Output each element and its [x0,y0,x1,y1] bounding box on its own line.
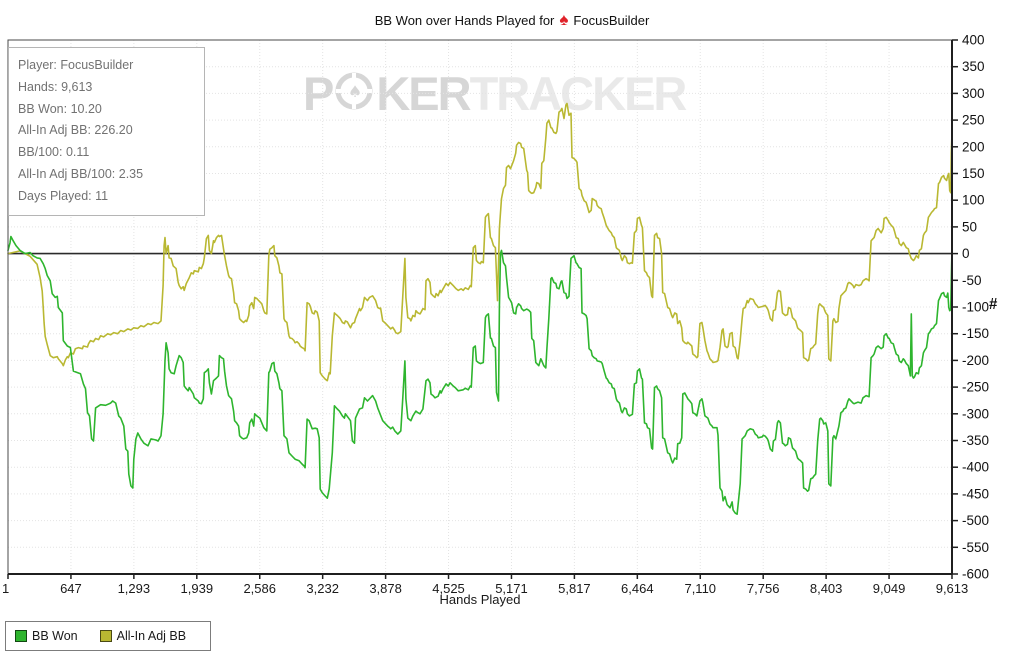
series-line-all-in-adj-bb [7,102,953,382]
y-tick-label: -550 [962,540,989,555]
legend-item: BB Won [15,629,78,643]
stats-line: All-In Adj BB/100: 2.35 [18,166,144,181]
y-tick-label: 0 [962,246,970,261]
stats-line: Days Played: 11 [18,188,109,203]
legend-item: All-In Adj BB [99,629,187,643]
x-tick-label: 9,049 [873,581,906,596]
legend: BB Won All-In Adj BB [5,621,211,651]
y-tick-label: -600 [962,567,989,582]
stats-line: Player: FocusBuilder [18,58,134,72]
chart-title-prefix: BB Won over Hands Played for [374,13,555,28]
y-tick-label: -400 [962,460,989,475]
pokerstars-spade-icon: ♠ [559,10,569,29]
x-axis-title: Hands Played [439,592,521,607]
legend-swatch-icon [99,630,112,642]
y-tick-label: 350 [962,59,985,74]
y-tick-label: 250 [962,113,985,128]
y-tick-label: 50 [962,219,977,234]
player-stats-box: Player: FocusBuilder Hands: 9,613 BB Won: … [8,47,205,216]
series-line-bb-won [7,235,953,516]
x-tick-label: 647 [60,581,82,596]
stats-line: All-In Adj BB: 226.20 [18,123,133,138]
y-tick-label: 400 [962,33,985,48]
y-tick-label: -500 [962,513,989,528]
stats-line: Hands: 9,613 [18,79,93,94]
y-tick-label: 300 [962,86,985,101]
x-tick-label: 1,939 [181,581,214,596]
x-tick-label: 4,525 [432,581,465,596]
x-tick-label: 6,464 [621,581,654,596]
x-tick-label: 2,586 [243,581,276,596]
chart-title: BB Won over Hands Played for ♠ FocusBuil… [0,10,1024,29]
x-tick-label: 9,613 [936,581,969,596]
legend-swatch-icon [15,630,27,642]
x-tick-label: 5,817 [558,581,591,596]
y-tick-label: -450 [962,486,989,501]
legend-label: All-In Adj BB [116,629,187,643]
y-tick-label: -300 [962,406,989,421]
mouse-cursor-hash: # [989,295,998,314]
y-tick-label: -150 [962,326,989,341]
svg-text:♠: ♠ [348,82,360,101]
x-tick-label: 3,878 [369,581,402,596]
x-tick-label: 7,110 [684,581,716,596]
y-tick-label: -350 [962,433,989,448]
y-tick-label: -200 [962,353,989,368]
x-tick-label: 1,293 [118,581,151,596]
poker-chip-icon: ♠ [332,62,376,124]
stats-line: BB/100: 0.11 [18,145,90,160]
x-tick-label: 5,171 [495,581,528,596]
stats-line: BB Won: 10.20 [18,101,102,116]
x-tick-label: 7,756 [747,581,780,596]
x-tick-label: 3,232 [306,581,339,596]
x-tick-label: 1 [2,581,9,596]
y-tick-label: 200 [962,139,985,154]
y-tick-label: -250 [962,380,989,395]
y-tick-label: -100 [962,300,989,315]
y-tick-label: -50 [962,273,982,288]
y-tick-label: 150 [962,166,985,181]
legend-label: BB Won [32,629,78,643]
chart-title-player: FocusBuilder [573,13,650,28]
y-tick-label: 100 [962,193,985,208]
x-tick-label: 8,403 [810,581,843,596]
